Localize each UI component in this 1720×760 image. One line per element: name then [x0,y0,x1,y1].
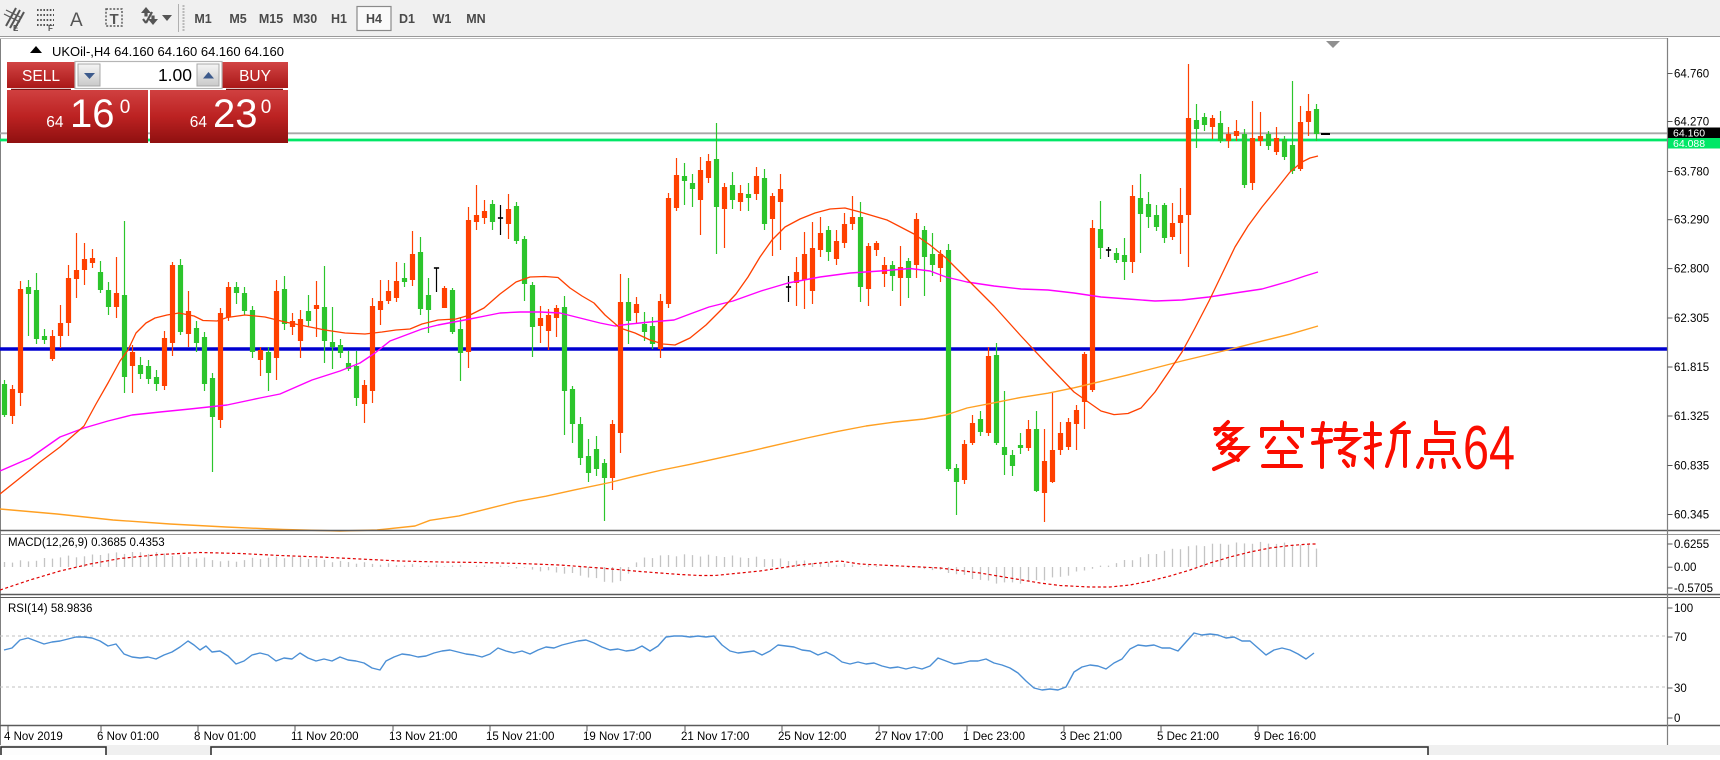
svg-text:M5: M5 [229,12,246,26]
svg-text:RSI(14) 58.9836: RSI(14) 58.9836 [8,603,92,615]
svg-text:19 Nov 17:00: 19 Nov 17:00 [583,731,651,743]
svg-text:25 Nov 12:00: 25 Nov 12:00 [778,731,846,743]
svg-text:100: 100 [1674,603,1693,615]
svg-text:0: 0 [261,97,272,118]
svg-text:63.290: 63.290 [1674,215,1709,227]
svg-text:21 Nov 17:00: 21 Nov 17:00 [681,731,749,743]
svg-text:M15: M15 [259,12,283,26]
svg-text:0.6255: 0.6255 [1674,539,1709,551]
svg-text:0.00: 0.00 [1674,562,1696,574]
svg-text:64: 64 [1463,414,1515,483]
svg-text:0: 0 [120,97,131,118]
svg-text:13 Nov 21:00: 13 Nov 21:00 [389,731,457,743]
svg-text:9 Dec 16:00: 9 Dec 16:00 [1254,731,1316,743]
svg-text:-0.5705: -0.5705 [1674,583,1713,595]
svg-text:64.760: 64.760 [1674,69,1709,81]
svg-text:T: T [110,11,119,28]
svg-text:F: F [48,24,53,33]
svg-text:1 Dec 23:00: 1 Dec 23:00 [963,731,1025,743]
svg-text:8 Nov 01:00: 8 Nov 01:00 [194,731,256,743]
svg-text:64.160: 64.160 [1673,128,1705,140]
svg-text:64: 64 [190,114,208,131]
svg-text:MN: MN [466,12,485,26]
svg-text:16: 16 [70,92,115,136]
svg-text:E: E [13,24,19,33]
svg-text:UKOil-,H4 64.160 64.160 64.16: UKOil-,H4 64.160 64.160 64.160 64.160 [52,44,284,59]
svg-text:W1: W1 [433,12,452,26]
svg-text:1.00: 1.00 [158,65,192,85]
svg-text:MACD(12,26,9) 0.3685 0.4353: MACD(12,26,9) 0.3685 0.4353 [8,537,165,549]
svg-text:SELL: SELL [22,68,60,85]
svg-text:61.325: 61.325 [1674,411,1709,423]
svg-text:64.088: 64.088 [1673,138,1705,150]
svg-text:5 Dec 21:00: 5 Dec 21:00 [1157,731,1219,743]
svg-text:0: 0 [1674,713,1680,725]
svg-text:23: 23 [213,92,258,136]
svg-text:H1: H1 [331,12,347,26]
svg-text:70: 70 [1674,632,1687,644]
svg-text:30: 30 [1674,683,1687,695]
svg-text:60.345: 60.345 [1674,510,1709,522]
svg-text:M1: M1 [194,12,211,26]
svg-text:61.815: 61.815 [1674,362,1709,374]
svg-text:M30: M30 [293,12,317,26]
svg-text:62.800: 62.800 [1674,264,1709,276]
svg-text:D1: D1 [399,12,415,26]
svg-text:63.780: 63.780 [1674,167,1709,179]
svg-text:27 Nov 17:00: 27 Nov 17:00 [875,731,943,743]
svg-text:64.270: 64.270 [1674,117,1709,129]
svg-text:6 Nov 01:00: 6 Nov 01:00 [97,731,159,743]
svg-text:11 Nov 20:00: 11 Nov 20:00 [291,731,359,743]
svg-text:H4: H4 [366,12,382,26]
svg-text:15 Nov 21:00: 15 Nov 21:00 [486,731,554,743]
svg-text:4 Nov 2019: 4 Nov 2019 [4,731,63,743]
svg-text:BUY: BUY [239,68,271,85]
svg-text:60.835: 60.835 [1674,461,1709,473]
svg-text:A: A [70,10,83,31]
svg-text:3 Dec 21:00: 3 Dec 21:00 [1060,731,1122,743]
svg-text:62.305: 62.305 [1674,313,1709,325]
svg-text:64: 64 [46,114,64,131]
